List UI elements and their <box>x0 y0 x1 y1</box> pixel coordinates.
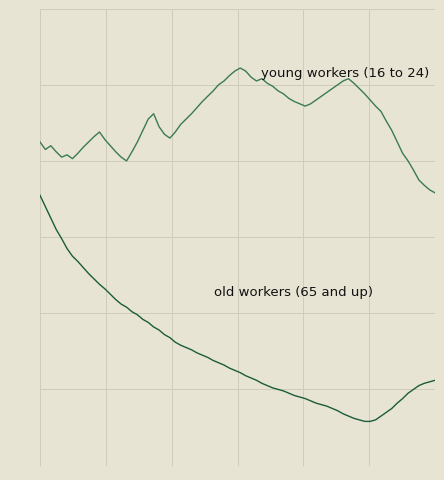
Text: young workers (16 to 24): young workers (16 to 24) <box>261 67 429 80</box>
Text: old workers (65 and up): old workers (65 and up) <box>214 286 373 299</box>
